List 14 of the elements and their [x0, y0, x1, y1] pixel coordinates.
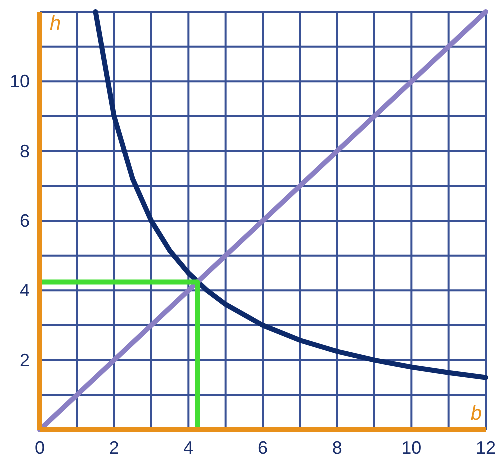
- y-tick-label: 8: [20, 141, 30, 162]
- x-axis-title: b: [470, 403, 482, 425]
- y-axis-title: h: [50, 13, 62, 35]
- x-tick-label: 6: [258, 438, 268, 458]
- y-tick-label: 2: [20, 350, 30, 370]
- y-tick-label: 6: [20, 211, 30, 231]
- x-tick-label: 2: [109, 438, 120, 458]
- x-tick-label: 0: [34, 438, 46, 458]
- x-tick-label: 8: [332, 438, 342, 458]
- x-tick-label: 4: [184, 438, 194, 458]
- x-tick-label: 12: [476, 438, 496, 458]
- y-tick-label: 4: [20, 280, 30, 301]
- x-tick-label: 10: [402, 438, 422, 458]
- y-tick-label: 10: [10, 72, 30, 92]
